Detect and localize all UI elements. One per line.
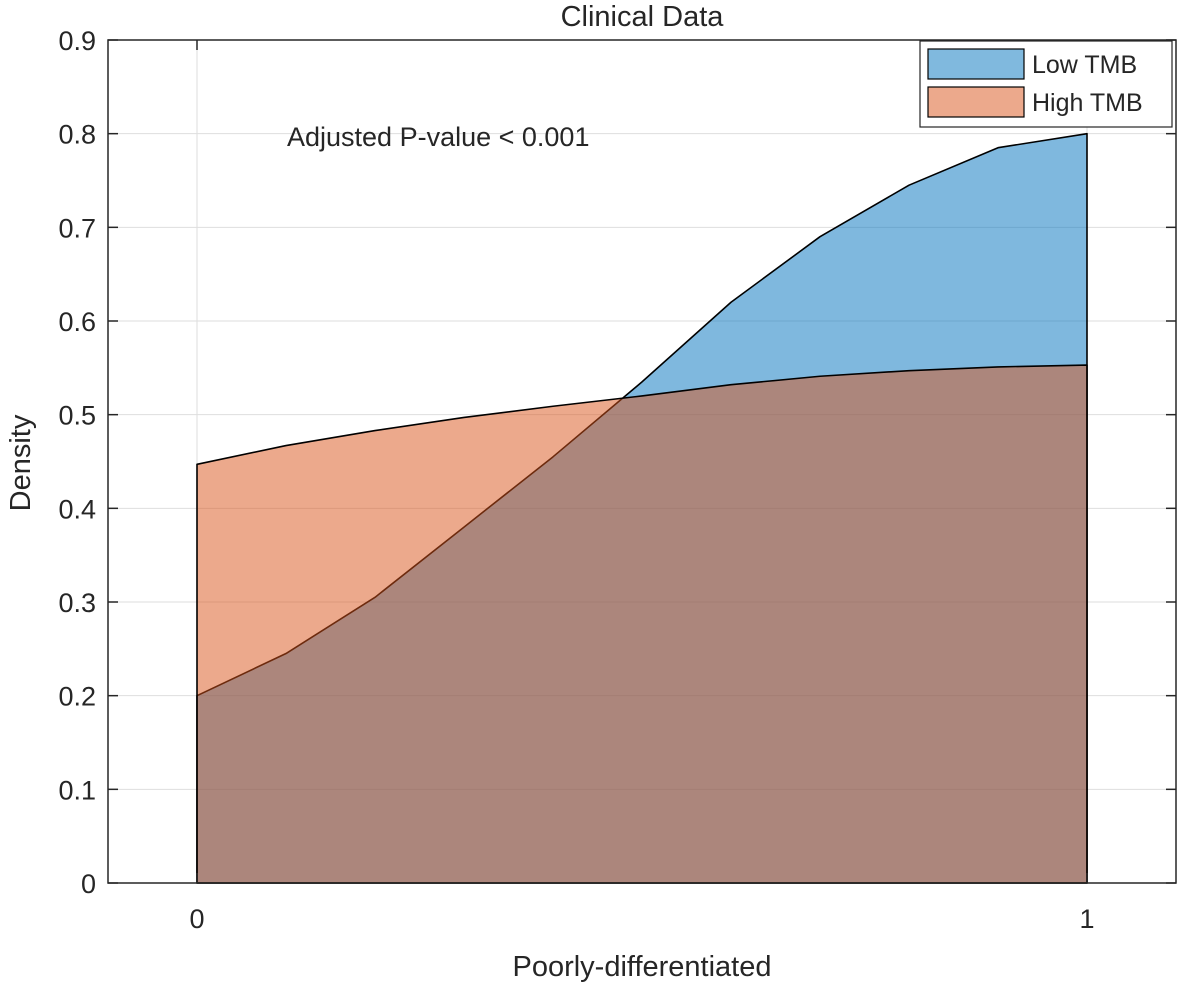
legend-swatch-high-tmb (927, 86, 1025, 118)
y-tick-label: 0.6 (58, 307, 96, 337)
density-areas (196, 132, 1088, 884)
y-axis-label: Density (5, 414, 37, 511)
y-tick-label: 0.1 (58, 775, 96, 805)
chart-title: Clinical Data (561, 1, 725, 33)
x-tick-label: 1 (1079, 904, 1094, 934)
axes-box (107, 39, 1177, 884)
y-tick-label: 0.9 (58, 26, 96, 56)
axes (107, 39, 1177, 884)
p-value-annotation: Adjusted P-value < 0.001 (287, 122, 589, 152)
y-tick-label: 0.4 (58, 494, 96, 524)
x-tick-label: 0 (189, 904, 204, 934)
y-tick-label: 0.8 (58, 120, 96, 150)
y-tick-label: 0.7 (58, 213, 96, 243)
y-tick-label: 0.5 (58, 401, 96, 431)
area-high-tmb (196, 364, 1088, 884)
y-tick-label: 0.3 (58, 588, 96, 618)
x-axis-label: Poorly-differentiated (512, 951, 771, 983)
y-tick-label: 0 (81, 869, 96, 899)
legend-swatch-low-tmb (927, 48, 1025, 80)
legend-label: High TMB (1032, 89, 1143, 117)
legend-label: Low TMB (1032, 51, 1137, 79)
tick-labels: 0 0.1 0.2 0.3 0.4 0.5 0.6 0.7 0.8 0.9 0 1 (58, 26, 1094, 934)
legend: Low TMB High TMB (919, 40, 1173, 128)
y-tick-label: 0.2 (58, 682, 96, 712)
